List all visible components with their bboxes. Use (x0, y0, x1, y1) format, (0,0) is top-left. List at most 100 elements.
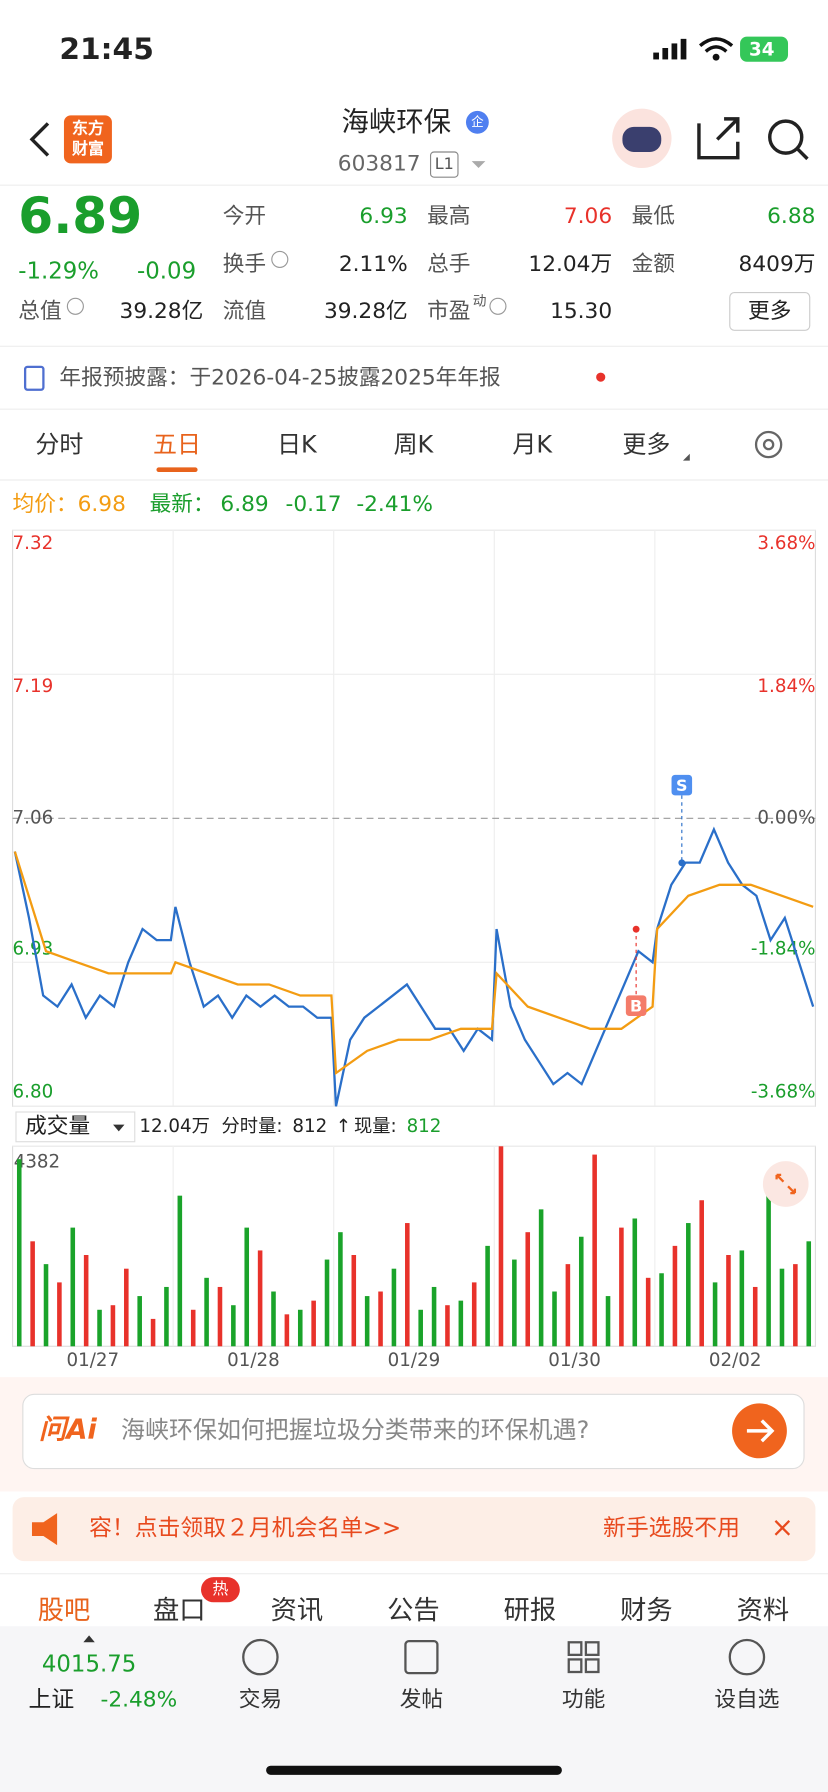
ai-input[interactable] (22, 1393, 805, 1470)
share-icon[interactable] (697, 117, 740, 160)
volume-bar (257, 1250, 263, 1347)
function-icon (567, 1641, 600, 1674)
chart-tab[interactable]: 分时 (35, 431, 83, 459)
volume-bar (271, 1291, 276, 1347)
nav-tab[interactable]: 股吧 (38, 1596, 91, 1626)
info-icon[interactable] (66, 297, 84, 315)
volume-bar (632, 1218, 638, 1347)
chart-tab[interactable]: 更多 (622, 431, 670, 459)
volume-bar (512, 1259, 517, 1347)
battery (740, 36, 789, 62)
volume-bar (110, 1305, 116, 1347)
promo-close[interactable]: × (771, 1513, 794, 1544)
index-value[interactable]: 4015.75 (42, 1652, 136, 1678)
volume-total: 12.04万 (139, 1116, 210, 1137)
latest-change: -0.17 (286, 492, 342, 517)
nav-tab[interactable]: 盘口 (153, 1596, 206, 1626)
field-label: 今开 (223, 204, 266, 229)
volume-bar (338, 1232, 343, 1347)
buy-marker[interactable] (625, 995, 647, 1016)
y2-tick-label: 0.00% (757, 807, 815, 828)
hot-badge (201, 1577, 240, 1603)
volume-bar (779, 1268, 785, 1347)
sell-marker-label: S (676, 776, 688, 795)
nav-tab[interactable]: 公告 (387, 1596, 440, 1626)
chart-tab[interactable]: 周K (394, 431, 435, 459)
nav-tab[interactable]: 财务 (620, 1596, 673, 1626)
promo-banner[interactable] (12, 1497, 816, 1562)
volume-bar (672, 1245, 678, 1347)
info-icon[interactable] (489, 297, 507, 315)
nav-tab[interactable]: 资料 (737, 1596, 790, 1626)
volume-bar (645, 1277, 651, 1347)
badge (465, 110, 489, 134)
y2-tick-label: -3.68% (751, 1082, 816, 1103)
tick-arrow: ↑ (336, 1116, 351, 1137)
sell-marker[interactable] (671, 774, 693, 796)
search-icon[interactable] (768, 119, 804, 155)
avg-price: 均价：6.98 (13, 492, 126, 517)
latest-percent: -2.41% (356, 492, 433, 517)
last-price: 6.89 (18, 186, 142, 245)
bottom-button[interactable]: 设自选 (714, 1688, 779, 1713)
settings-icon[interactable] (754, 430, 783, 459)
volume-bar (124, 1268, 129, 1347)
level-box[interactable] (429, 151, 459, 178)
field-value: 15.30 (550, 299, 612, 324)
chart-tab[interactable]: 月K (512, 431, 553, 459)
expand-icon (775, 1173, 797, 1195)
more-button[interactable] (729, 291, 811, 331)
nav-tab[interactable]: 研报 (504, 1596, 557, 1626)
bottom-button[interactable]: 发帖 (400, 1688, 443, 1713)
ai-send-icon (746, 1419, 775, 1443)
volume-bar (458, 1300, 464, 1347)
volume-bar (405, 1223, 410, 1347)
index-percent: -2.48% (101, 1688, 178, 1713)
nav-tab[interactable]: 资讯 (271, 1596, 324, 1626)
field-label: 最低 (632, 204, 675, 229)
post-icon (404, 1640, 439, 1675)
price-line (13, 826, 815, 1107)
ai-logo: 问Ai (39, 1414, 98, 1445)
volume-bar (311, 1300, 316, 1347)
field-value: 2.11% (339, 252, 408, 277)
y2-tick-label: 1.84% (757, 676, 815, 697)
info-icon[interactable] (271, 250, 289, 268)
volume-bar (565, 1264, 571, 1347)
volume-bar (137, 1296, 142, 1347)
hot-badge-text: 热 (212, 1579, 228, 1598)
bottom-button[interactable]: 交易 (239, 1688, 282, 1713)
expand-button[interactable] (762, 1161, 809, 1207)
field-label: 流值 (223, 299, 266, 324)
notice-icon (23, 365, 45, 391)
volume-bar (578, 1236, 584, 1347)
y2-tick-label: -1.84% (751, 939, 816, 960)
stock-name: 海峡环保 (342, 107, 452, 138)
chart-tab[interactable]: 五日 (153, 431, 201, 459)
volume-bar (739, 1250, 745, 1347)
notice[interactable]: 年报预披露：于2026-04-25披露2025年年报 (59, 365, 500, 390)
volume-bar (793, 1264, 798, 1347)
field-value: 39.28亿 (120, 299, 204, 324)
indicator-select[interactable] (15, 1111, 136, 1143)
bottom-button[interactable]: 功能 (562, 1688, 605, 1713)
x-tick-label: 01/27 (67, 1350, 120, 1371)
y-tick-label: 7.19 (13, 676, 54, 697)
latest-label: 最新： (150, 492, 215, 517)
index-name: 上证 (29, 1687, 75, 1713)
home-indicator (266, 1765, 562, 1775)
chart-tab[interactable]: 日K (277, 431, 318, 459)
status-time: 21:45 (59, 32, 153, 67)
level: L1 (435, 154, 454, 173)
search-handle (795, 147, 809, 161)
volume-bar (471, 1282, 477, 1347)
field-label: 市盈 (427, 299, 470, 324)
volume-bar (30, 1241, 35, 1347)
back-button[interactable] (29, 122, 50, 157)
volume-bar (284, 1314, 290, 1347)
volume-bar (485, 1245, 490, 1347)
badge-text: 企 (471, 114, 484, 129)
volume-bar (43, 1264, 49, 1347)
change: -0.09 (137, 258, 196, 284)
volume-bar (445, 1305, 450, 1347)
